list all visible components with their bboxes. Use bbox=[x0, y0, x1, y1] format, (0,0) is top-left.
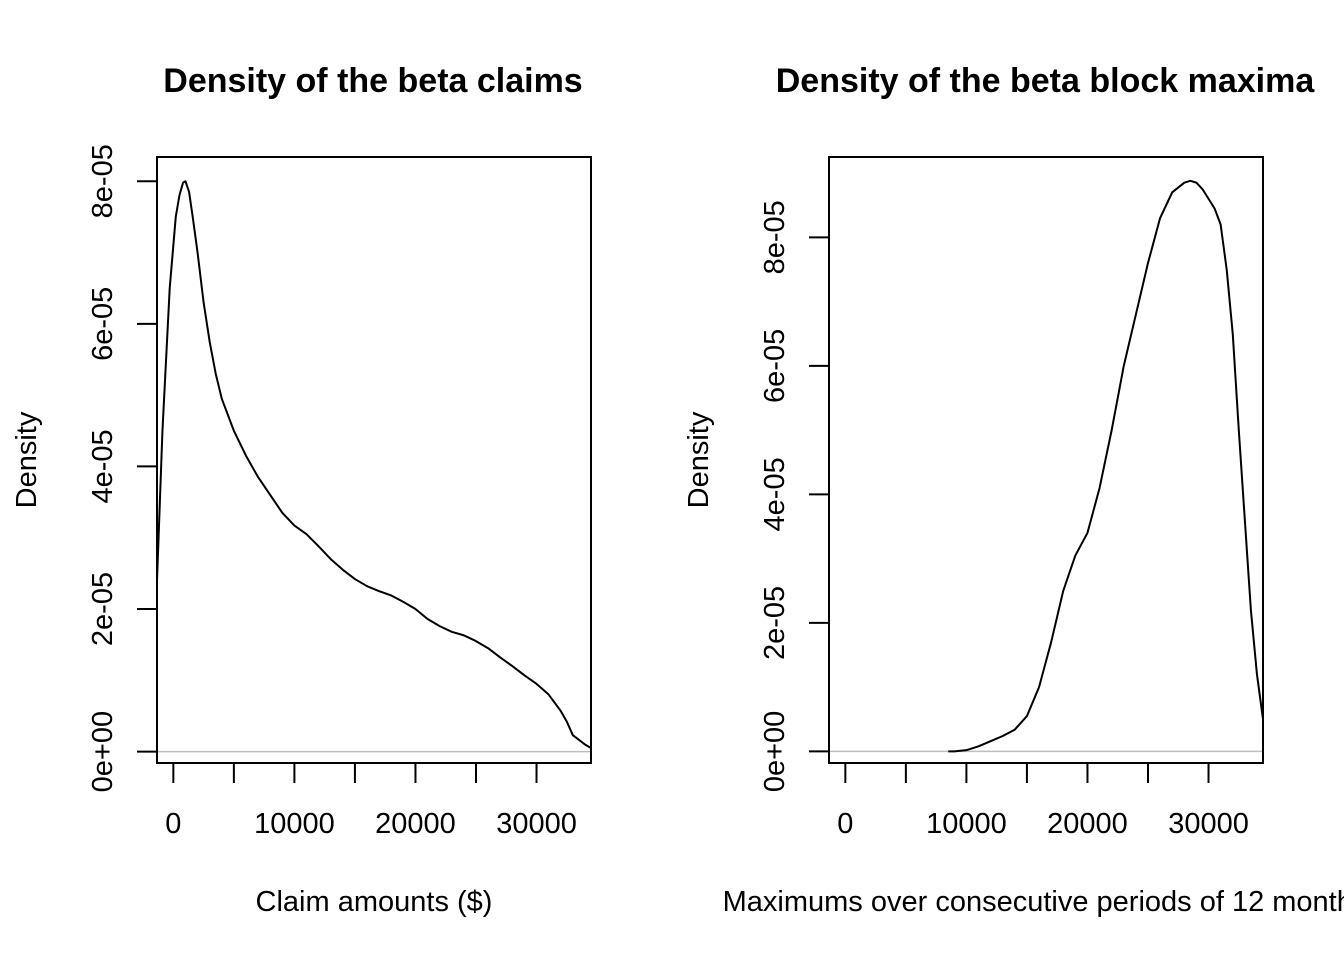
density-curve bbox=[948, 179, 1264, 753]
block-maxima-density-panel: Density of the beta block maxima 0 10000 20… bbox=[683, 62, 1344, 918]
x-tick-label: 0 bbox=[837, 808, 853, 840]
y-tick-label: 4e-05 bbox=[759, 457, 791, 531]
plot-frame bbox=[156, 156, 592, 764]
y-tick-label: 2e-05 bbox=[87, 572, 119, 646]
x-tick-label: 20000 bbox=[1047, 808, 1128, 840]
y-tick-label: 2e-05 bbox=[759, 586, 791, 660]
x-tick-label: 20000 bbox=[375, 808, 456, 840]
y-tick-label: 0e+00 bbox=[759, 711, 791, 792]
chart-title: Density of the beta block maxima bbox=[776, 62, 1316, 100]
density-curve bbox=[156, 180, 592, 749]
y-axis-label: Density bbox=[11, 411, 43, 508]
claims-density-panel: Density of the beta claims 0 10000 20000 300… bbox=[11, 62, 592, 918]
x-tick-label: 0 bbox=[165, 808, 181, 840]
y-tick-label: 6e-05 bbox=[759, 329, 791, 403]
y-tick-label: 8e-05 bbox=[87, 144, 119, 218]
x-tick-label: 10000 bbox=[926, 808, 1007, 840]
x-tick-label: 30000 bbox=[1168, 808, 1249, 840]
x-tick-label: 10000 bbox=[254, 808, 335, 840]
y-tick-label: 6e-05 bbox=[87, 287, 119, 361]
x-tick-label: 30000 bbox=[496, 808, 577, 840]
y-axis-label: Density bbox=[683, 411, 715, 508]
plot-frame bbox=[828, 156, 1264, 764]
chart-title: Density of the beta claims bbox=[163, 62, 582, 100]
y-tick-label: 4e-05 bbox=[87, 429, 119, 503]
x-axis-label: Maximums over consecutive periods of 12 … bbox=[723, 886, 1344, 918]
y-tick-label: 8e-05 bbox=[759, 200, 791, 274]
y-tick-label: 0e+00 bbox=[87, 711, 119, 792]
x-axis-label: Claim amounts ($) bbox=[256, 886, 493, 918]
